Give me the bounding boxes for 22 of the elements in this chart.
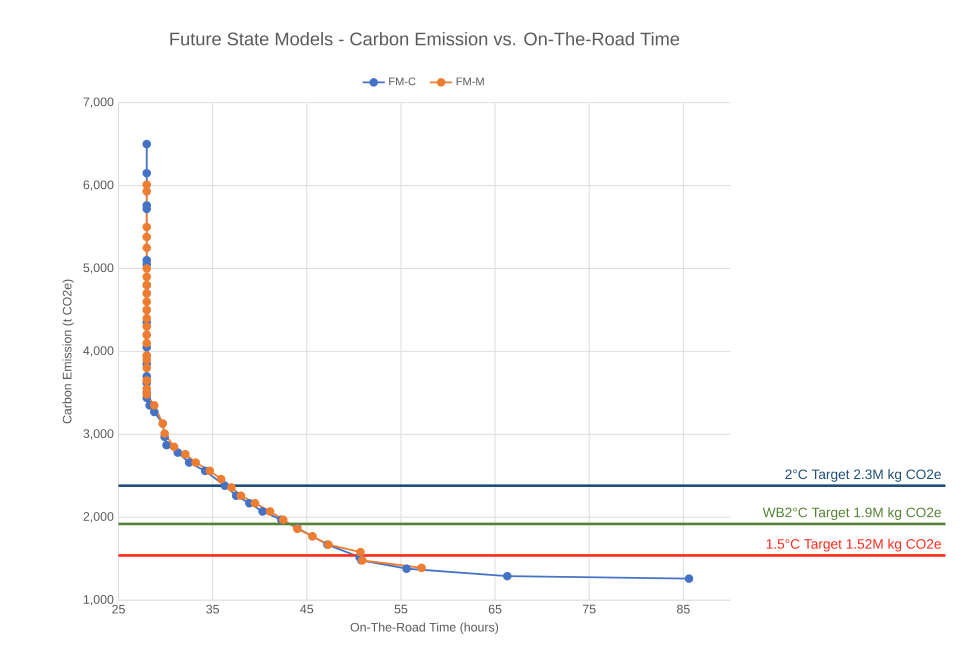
x-tick-label: 75 — [582, 604, 596, 614]
x-tick-label: 45 — [300, 604, 314, 614]
legend-label: FM-C — [389, 78, 416, 86]
ref-line-label: WB2°C Target 1.9M kg CO2e — [762, 507, 941, 520]
x-tick-label: 25 — [112, 604, 125, 614]
legend-label: FM-M — [456, 78, 484, 86]
y-tick-label: 1,000 — [84, 595, 114, 606]
x-tick-label: 85 — [676, 604, 690, 614]
y-tick-label: 3,000 — [83, 429, 114, 440]
y-tick-label: 2,000 — [84, 512, 114, 523]
x-axis-title: On-The-Road Time (hours) — [350, 622, 498, 634]
x-tick-label: 55 — [394, 604, 408, 614]
y-tick-label: 5,000 — [83, 264, 114, 274]
chart-title: Future State Models - Carbon Emission vs. On-The-Road Time — [170, 32, 680, 46]
x-tick-label: 65 — [488, 604, 502, 614]
x-tick-label: 35 — [206, 604, 220, 614]
y-tick-label: 6,000 — [84, 180, 114, 191]
ref-line-label: 1.5°C Target 1.52M kg CO2e — [766, 538, 941, 552]
y-axis-title: Carbon Emission (t CO2e) — [62, 280, 74, 424]
y-tick-label: 7,000 — [84, 98, 114, 108]
y-tick-label: 4,000 — [83, 346, 114, 357]
ref-line-label: 2°C Target 2.3M kg CO2e — [785, 469, 941, 482]
